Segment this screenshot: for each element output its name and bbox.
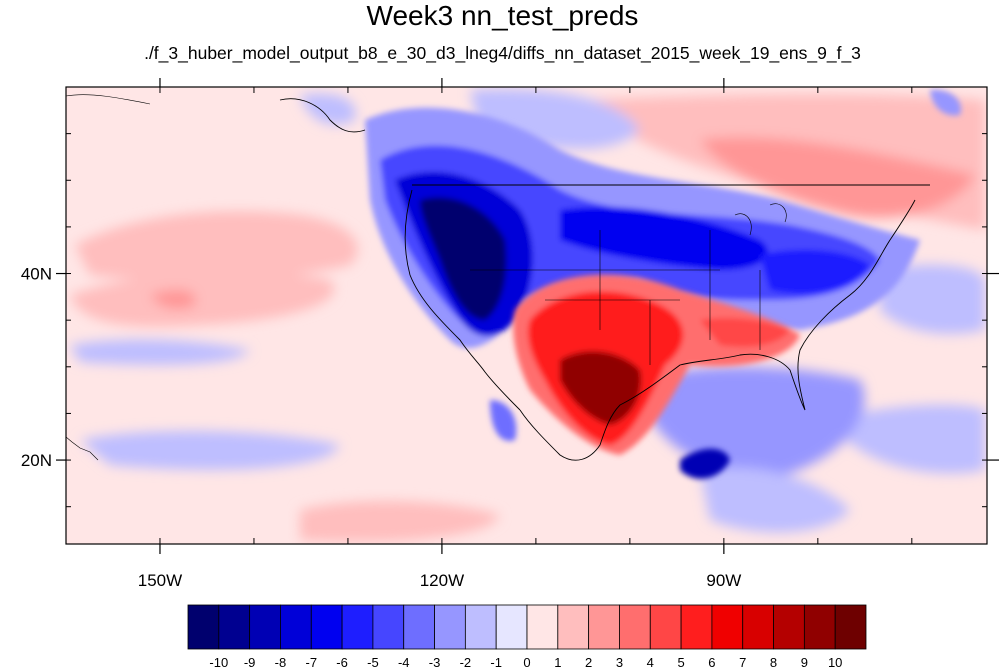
colorbar-label: 9: [801, 655, 808, 670]
plot-subtitle: ./f_3_huber_model_output_b8_e_30_d3_lneg…: [144, 43, 861, 63]
x-tick-label: 90W: [706, 571, 741, 590]
anomaly-patch: [150, 289, 196, 309]
colorbar-label: -4: [398, 655, 410, 670]
colorbar-label: -5: [367, 655, 379, 670]
anomaly-patch: [70, 339, 250, 365]
anomaly-patch: [75, 211, 358, 281]
colorbar-swatch: [557, 604, 590, 650]
colorbar-swatch: [649, 604, 682, 650]
colorbar-label: 4: [647, 655, 654, 670]
colorbar-swatch: [711, 604, 744, 650]
colorbar-swatch: [680, 604, 713, 650]
colorbar-swatch: [218, 604, 251, 650]
colorbar-label: -2: [460, 655, 472, 670]
anomaly-patch: [300, 500, 500, 542]
colorbar-label: -7: [305, 655, 317, 670]
colorbar-swatch: [619, 604, 651, 650]
anomaly-patch: [700, 137, 975, 218]
y-axis: 40N 20N: [21, 86, 999, 508]
colorbar-label: -9: [244, 655, 256, 670]
colorbar-swatch: [588, 604, 620, 650]
anomaly-patch: [80, 430, 340, 470]
anomaly-patch: [300, 93, 356, 125]
plot-title: Week3 nn_test_preds: [366, 0, 639, 31]
colorbar-swatch: [526, 604, 559, 650]
coastline: [66, 94, 930, 461]
colorbar-label: -10: [209, 655, 228, 670]
colorbar-label: 3: [616, 655, 623, 670]
anomaly-patch: [700, 318, 790, 347]
colorbar-swatch: [403, 604, 435, 650]
anomaly-patch: [420, 197, 507, 320]
colorbar-label: 5: [677, 655, 684, 670]
colorbar-swatch: [341, 604, 374, 650]
colorbar-label: -8: [275, 655, 287, 670]
x-tick-label: 150W: [138, 571, 182, 590]
colorbar-swatch: [464, 604, 497, 650]
colorbar-label: 2: [585, 655, 592, 670]
colorbar-swatch: [249, 604, 281, 650]
colorbar-label: -6: [336, 655, 348, 670]
x-axis: 150W 120W 90W: [65, 78, 913, 590]
colorbar-label: 1: [554, 655, 561, 670]
colorbar-swatch: [310, 604, 343, 650]
y-tick-label: 40N: [21, 265, 52, 284]
colorbar-label: 7: [739, 655, 746, 670]
anomaly-patch: [830, 404, 985, 474]
colorbar-swatch: [742, 604, 774, 650]
map-frame: [65, 86, 988, 545]
colorbar-swatch: [187, 604, 220, 650]
anomaly-patch: [760, 249, 870, 294]
colorbar-swatch: [372, 604, 405, 650]
colorbar-label: 0: [523, 655, 530, 670]
colorbar-label: 8: [770, 655, 777, 670]
colorbar-swatch: [495, 604, 528, 650]
anomaly-patch: [560, 351, 641, 425]
colorbar-label: 6: [708, 655, 715, 670]
y-tick-label: 20N: [21, 451, 52, 470]
x-tick-label: 120W: [420, 571, 464, 590]
colorbar-swatch: [434, 604, 466, 650]
colorbar-swatch: [773, 604, 805, 650]
colorbar-label: 10: [828, 655, 842, 670]
anomaly-patch: [560, 206, 768, 270]
anomaly-patch: [700, 467, 850, 533]
anomaly-patch: [880, 264, 985, 334]
anomaly-patch: [490, 400, 517, 441]
anomaly-patch: [680, 448, 730, 479]
colorbar-swatch: [834, 604, 867, 650]
anomaly-patch: [70, 271, 335, 327]
colorbar-swatch: [803, 604, 836, 650]
colorbar-label: -3: [429, 655, 441, 670]
colorbar-label: -1: [490, 655, 502, 670]
anomaly-patch: [930, 89, 961, 116]
colorbar-swatch: [280, 604, 312, 650]
anomaly-field: [66, 89, 985, 542]
